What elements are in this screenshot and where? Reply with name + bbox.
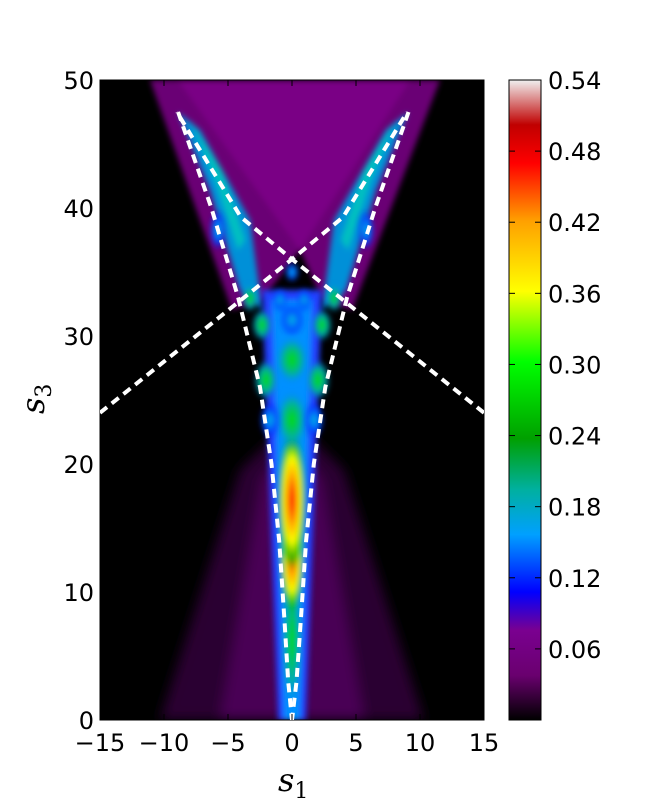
- colorbar-ticks: 0.06 0.12 0.18 0.24 0.30 0.36 0.42 0.48 0.54: [509, 67, 601, 664]
- y-tick-label: 20: [63, 451, 94, 479]
- x-tick-label: 10: [405, 729, 436, 757]
- colorbar: [509, 80, 541, 720]
- colorbar-tick-label: 0.54: [548, 67, 601, 95]
- dashed-curves: [100, 110, 484, 720]
- dashed-curve-1: [176, 111, 294, 720]
- dashed-curve-3: [100, 110, 409, 415]
- dashed-curve-4: [175, 110, 484, 415]
- colorbar-tick-label: 0.18: [548, 494, 601, 522]
- x-tick-label: −15: [75, 729, 126, 757]
- x-tick-label: 0: [284, 729, 299, 757]
- colorbar-tick-label: 0.30: [548, 351, 601, 379]
- x-tick-label: 15: [469, 729, 500, 757]
- y-tick-label: 30: [63, 323, 94, 351]
- colorbar-frame: [508, 79, 542, 721]
- x-tick-labels: −15 −10 −5 0 5 10 15: [75, 729, 500, 757]
- y-tick-label: 50: [63, 67, 94, 95]
- x-tick-label: −10: [139, 729, 190, 757]
- dashed-curve-2: [290, 111, 411, 720]
- colorbar-tick-label: 0.12: [548, 565, 601, 593]
- colorbar-tick-label: 0.06: [548, 636, 601, 664]
- colorbar-tick-label: 0.42: [548, 209, 601, 237]
- heatmap-field: [100, 80, 484, 720]
- y-tick-label: 40: [63, 195, 94, 223]
- colorbar-tick-label: 0.24: [548, 423, 601, 451]
- y-tick-labels: 0 10 20 30 40 50: [63, 67, 94, 735]
- x-tick-label: 5: [348, 729, 363, 757]
- y-tick-label: 10: [63, 579, 94, 607]
- colorbar-tick-label: 0.36: [548, 280, 601, 308]
- x-tick-label: −5: [210, 729, 245, 757]
- x-axis-label: s1: [278, 761, 308, 800]
- axis-ticks: [99, 79, 485, 721]
- y-tick-label: 0: [79, 707, 94, 735]
- y-axis-label: s3: [14, 384, 57, 414]
- colorbar-tick-label: 0.48: [548, 138, 601, 166]
